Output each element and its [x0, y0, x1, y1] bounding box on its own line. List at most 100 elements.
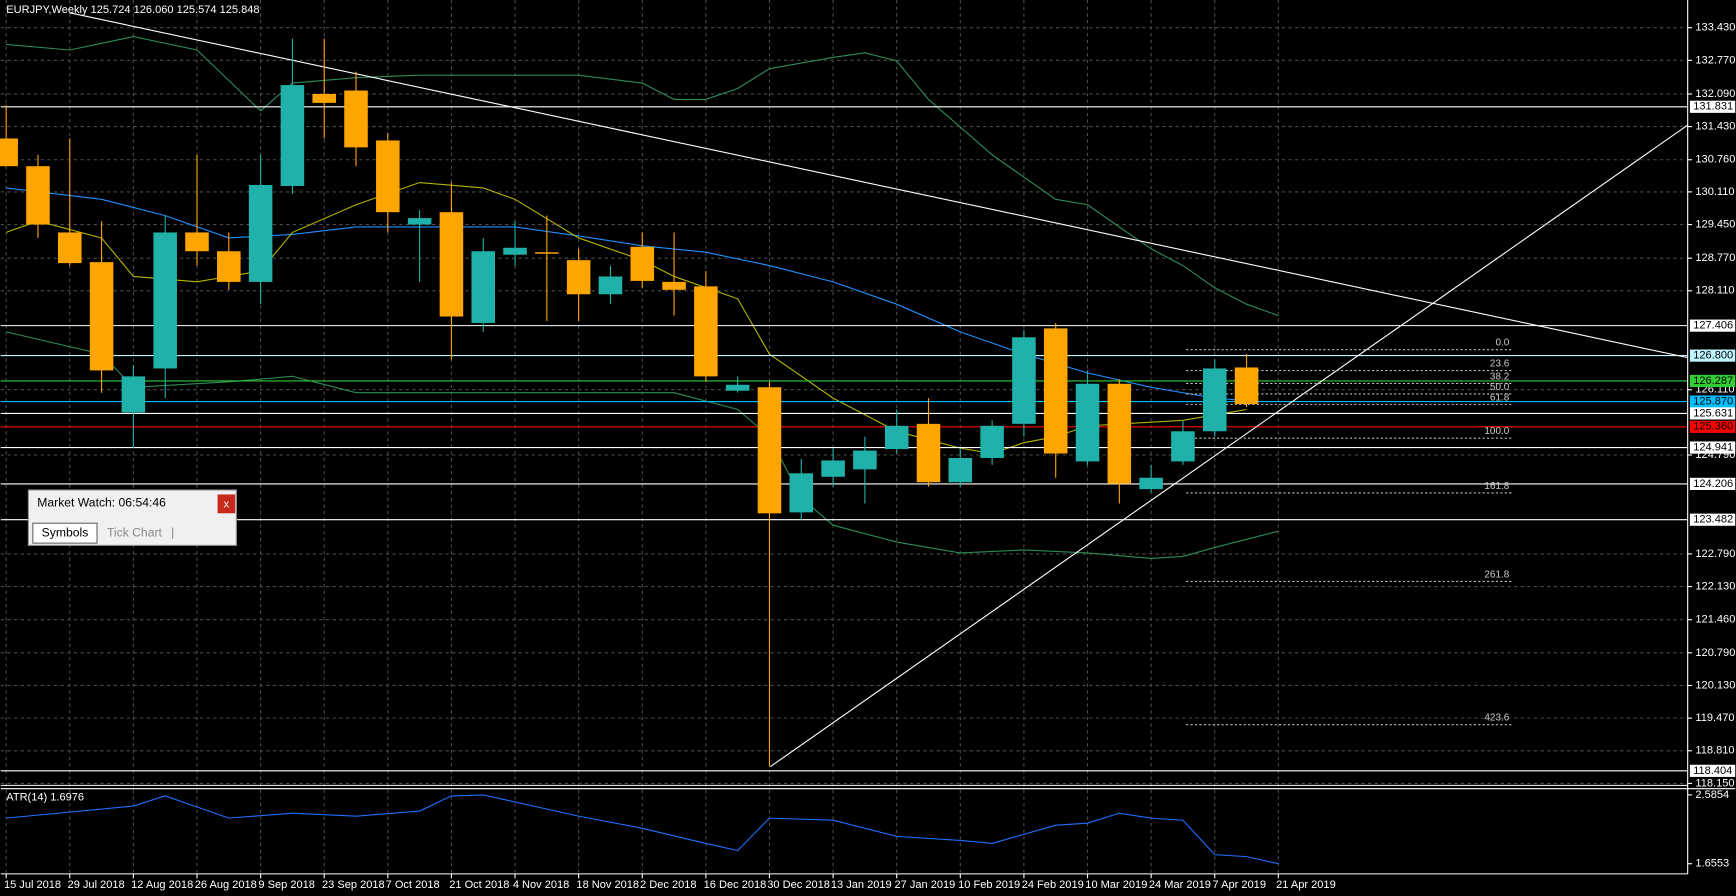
- candle-body: [280, 85, 305, 186]
- tab-label[interactable]: Tick Chart: [107, 525, 163, 539]
- indicator-layer: 0.0 23.638.250.061.8 100.0 161.8 261.8 423.6: [0, 12, 1688, 865]
- candle-body: [26, 166, 50, 225]
- candle-body: [376, 140, 400, 213]
- y-tick-label: 129.450: [1695, 218, 1735, 230]
- fib-label: 261.8: [1484, 569, 1509, 580]
- y-tick-label: 119.470: [1695, 712, 1734, 724]
- y-tick-label: 130.760: [1695, 154, 1735, 166]
- candle-body: [916, 423, 941, 483]
- y-tick-label: 118.810: [1695, 745, 1734, 757]
- close-button[interactable]: [217, 494, 236, 514]
- y-tick-label: 120.130: [1695, 679, 1735, 691]
- y-tick-label: 1.6553: [1695, 858, 1729, 870]
- fib-label: 50.0: [1490, 382, 1510, 393]
- fib-label: 0.0: [1495, 338, 1509, 349]
- market-watch-panel: Market Watch: 06:54:46 x Symbols Tick Ch…: [27, 489, 237, 546]
- candle-body: [1043, 328, 1068, 454]
- y-tick-label: 128.110: [1695, 285, 1734, 297]
- candle-body: [344, 90, 368, 148]
- candle-body: [89, 262, 114, 371]
- x-tick-label: 10 Mar 2019: [1085, 879, 1147, 891]
- fib-label: 61.8: [1490, 392, 1510, 403]
- x-tick-label: 29 Jul 2018: [68, 879, 125, 891]
- candle-body: [884, 425, 909, 450]
- candle-body: [980, 425, 1004, 458]
- fib-label: 23.6: [1490, 359, 1510, 370]
- tab-label[interactable]: Symbols: [42, 525, 89, 539]
- candle-body: [1107, 383, 1132, 484]
- candle-body: [1171, 431, 1195, 462]
- level-label-box: [1689, 513, 1736, 526]
- level-label-box: [1689, 764, 1736, 777]
- candle-body: [948, 457, 973, 483]
- close-icon[interactable]: x: [224, 498, 230, 510]
- y-tick-label: 118.150: [1695, 777, 1734, 789]
- level-label-box: [1689, 319, 1736, 332]
- fib-label: 423.6: [1484, 713, 1509, 724]
- y-tick-label: 132.770: [1695, 54, 1735, 66]
- candle-layer: [0, 38, 1259, 767]
- x-tick-label: 4 Nov 2018: [513, 879, 570, 891]
- candle-body: [566, 260, 591, 295]
- x-tick-label: 21 Oct 2018: [449, 879, 509, 891]
- atr-title: ATR(14) 1.6976: [6, 791, 84, 803]
- candle-body: [217, 251, 241, 282]
- candle-body: [1234, 367, 1259, 405]
- y-tick-label: 130.110: [1695, 186, 1734, 198]
- candle-body: [121, 376, 146, 413]
- level-label: 125.870: [1693, 396, 1733, 408]
- candle-body: [503, 247, 527, 255]
- candle-body: [598, 276, 623, 295]
- level-label-box: [1689, 420, 1736, 433]
- candle-body: [535, 252, 559, 254]
- fib-label: 100.0: [1484, 426, 1509, 437]
- candle-body: [1202, 368, 1227, 432]
- candle-body: [725, 384, 750, 391]
- candle-body: [662, 281, 686, 290]
- x-tick-label: 24 Mar 2019: [1149, 879, 1211, 891]
- candle-body: [853, 450, 877, 470]
- chart-header: EURJPY,Weekly 125.724 126.060 125.574 12…: [6, 4, 259, 16]
- x-tick-label: 12 Aug 2018: [131, 879, 193, 891]
- x-tick-label: 16 Dec 2018: [704, 879, 767, 891]
- level-label-box: [1689, 407, 1736, 420]
- level-label-box: [1689, 349, 1736, 362]
- x-tick-label: 21 Apr 2019: [1276, 879, 1336, 891]
- candle-body: [757, 387, 782, 514]
- level-label-box: [1689, 395, 1736, 408]
- level-label: 131.831: [1693, 101, 1733, 113]
- candle-body: [439, 212, 464, 317]
- y-tick-label: 128.770: [1695, 252, 1735, 264]
- x-tick-label: 10 Feb 2019: [958, 879, 1020, 891]
- x-tick-label: 23 Sep 2018: [322, 879, 385, 891]
- level-label: 127.406: [1693, 320, 1733, 332]
- level-label: 126.287: [1693, 375, 1733, 387]
- level-label-box: [1689, 100, 1736, 113]
- y-tick-label: 126.110: [1695, 384, 1734, 396]
- x-tick-label: 18 Nov 2018: [576, 879, 639, 891]
- level-label-box: [1689, 374, 1736, 388]
- level-label-box: [1689, 441, 1736, 454]
- x-tick-label: 7 Oct 2018: [386, 879, 440, 891]
- candle-body: [471, 251, 496, 323]
- y-tick-label: 131.430: [1695, 121, 1735, 133]
- y-tick-label: 2.5854: [1695, 789, 1729, 801]
- level-label-box: [1689, 477, 1736, 490]
- level-label: 124.941: [1693, 441, 1733, 453]
- candle-body: [248, 184, 273, 282]
- atr-line: [6, 794, 1279, 865]
- level-label: 126.800: [1693, 350, 1733, 362]
- tab-active[interactable]: [32, 522, 98, 544]
- candle-body: [789, 473, 814, 513]
- x-tick-label: 13 Jan 2019: [831, 879, 892, 891]
- y-tick-label: 132.090: [1695, 88, 1735, 100]
- candle-body: [0, 138, 18, 167]
- y-tick-label: 122.790: [1695, 548, 1735, 560]
- x-tick-label: 24 Feb 2019: [1022, 879, 1084, 891]
- level-label: 125.631: [1693, 407, 1733, 419]
- x-tick-label: 15 Jul 2018: [4, 879, 61, 891]
- candle-body: [1139, 477, 1163, 490]
